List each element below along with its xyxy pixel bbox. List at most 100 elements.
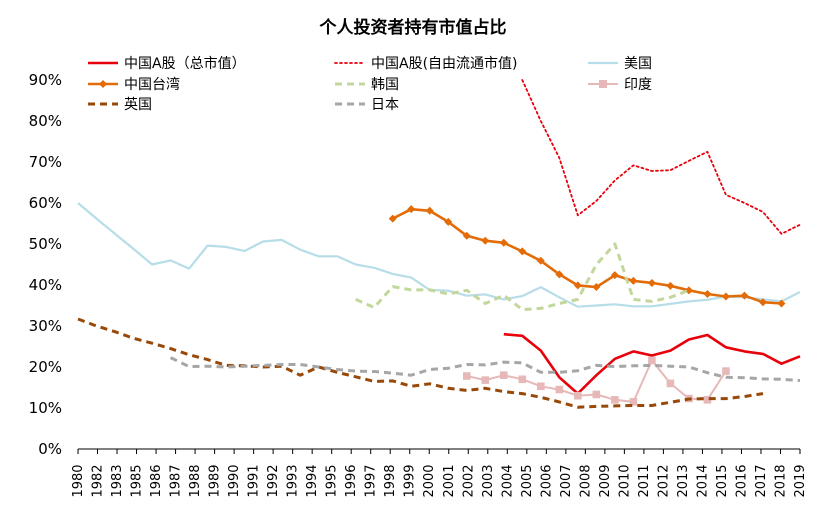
x-tick-label: 2017 xyxy=(754,464,769,497)
y-tick-label: 40% xyxy=(29,276,62,294)
series-line xyxy=(392,207,782,305)
x-tick-label: 2016 xyxy=(734,464,749,497)
series-4 xyxy=(355,242,690,312)
x-tick-label: 1983 xyxy=(110,464,125,497)
data-point xyxy=(722,367,730,375)
legend-label: 英国 xyxy=(124,96,152,113)
x-tick-label: 2004 xyxy=(500,464,515,497)
data-point xyxy=(666,379,675,388)
data-point xyxy=(462,372,471,380)
data-point xyxy=(499,238,508,247)
x-tick-label: 1997 xyxy=(364,464,379,497)
series-1 xyxy=(521,79,801,235)
data-point xyxy=(592,283,601,292)
x-tick-label: 2006 xyxy=(539,464,554,497)
series-line xyxy=(77,202,801,308)
data-point xyxy=(536,256,545,265)
series-line xyxy=(355,242,690,312)
data-point xyxy=(629,398,638,406)
data-point xyxy=(610,271,619,280)
legend-label: 韩国 xyxy=(371,77,399,93)
data-point xyxy=(481,236,490,245)
x-tick-label: 2002 xyxy=(461,464,476,497)
data-point xyxy=(592,390,601,399)
y-tick-label: 70% xyxy=(29,153,62,171)
legend-item: 中国A股（总市值） xyxy=(88,55,246,72)
data-point xyxy=(425,206,434,215)
x-tick-label: 1989 xyxy=(208,464,223,497)
y-tick-label: 90% xyxy=(29,71,62,89)
legend-item: 日本 xyxy=(335,97,399,113)
x-tick-label: 2000 xyxy=(422,464,437,497)
legend-item: 印度 xyxy=(588,77,652,93)
data-point xyxy=(647,278,656,287)
data-point xyxy=(629,276,638,285)
series-7 xyxy=(169,356,801,382)
legend-item: 韩国 xyxy=(335,77,399,93)
x-tick-label: 2012 xyxy=(656,464,671,497)
x-tick-label: 2009 xyxy=(598,464,613,497)
series-6 xyxy=(77,317,764,409)
data-point xyxy=(721,292,730,301)
data-point xyxy=(537,382,545,391)
legend-item: 美国 xyxy=(588,56,652,72)
legend-label: 美国 xyxy=(624,56,652,72)
x-tick-label: 2018 xyxy=(773,464,788,497)
x-tick-label: 2015 xyxy=(715,464,730,497)
y-tick-label: 0% xyxy=(38,440,62,458)
data-point xyxy=(573,281,582,290)
data-point xyxy=(407,205,416,214)
legend-marker xyxy=(599,80,607,88)
x-tick-label: 1988 xyxy=(188,464,203,497)
legend-item: 中国A股(自由流通市值) xyxy=(334,55,518,72)
legend-label: 印度 xyxy=(624,77,652,93)
chart-title: 个人投资者持有市值占比 xyxy=(319,17,507,38)
data-point xyxy=(777,299,786,308)
data-point xyxy=(758,298,767,307)
series-0 xyxy=(503,332,801,395)
data-point xyxy=(611,396,619,404)
y-tick-label: 80% xyxy=(29,112,62,130)
data-point xyxy=(518,247,527,256)
data-point xyxy=(648,356,656,365)
series-line xyxy=(503,332,801,395)
x-tick-label: 1991 xyxy=(247,464,262,497)
x-tick-label: 2013 xyxy=(676,464,691,497)
x-tick-label: 2003 xyxy=(481,464,496,497)
data-point xyxy=(555,385,564,394)
series-2 xyxy=(77,202,801,308)
x-tick-label: 1990 xyxy=(227,464,242,497)
y-tick-label: 30% xyxy=(29,317,62,335)
x-tick-label: 1987 xyxy=(169,464,184,497)
x-tick-label: 2007 xyxy=(559,464,574,497)
legend-label: 日本 xyxy=(371,97,399,113)
data-point xyxy=(499,371,508,379)
data-point xyxy=(703,290,712,299)
data-point xyxy=(444,217,453,226)
x-tick-label: 1995 xyxy=(325,464,340,497)
x-tick-label: 2011 xyxy=(637,464,652,497)
x-tick-label: 1982 xyxy=(91,464,106,497)
axes: 0% 10% 20% 30% 40% 50% 60% 70% 80% 90% 1980 1982 198… xyxy=(29,71,808,498)
series-3 xyxy=(388,205,786,308)
legend-marker xyxy=(99,80,107,88)
x-tick-label: 1998 xyxy=(383,464,398,497)
legend-item: 英国 xyxy=(88,96,152,113)
legend-item: 中国台湾 xyxy=(88,76,180,93)
x-tick-label: 2001 xyxy=(442,464,457,497)
data-point xyxy=(388,214,397,223)
data-point xyxy=(462,231,471,240)
series-5 xyxy=(462,356,730,406)
y-tick-label: 60% xyxy=(29,194,62,212)
x-tick-label: 2019 xyxy=(793,464,808,497)
x-tick-label: 1985 xyxy=(130,464,145,497)
x-tick-label: 2008 xyxy=(578,464,593,497)
y-tick-label: 20% xyxy=(29,358,62,376)
x-tick-label: 1992 xyxy=(266,464,281,497)
y-tick-label: 10% xyxy=(29,399,62,417)
x-tick-label: 1986 xyxy=(149,464,164,497)
x-tick-label: 2014 xyxy=(695,464,710,497)
x-tick-label: 2010 xyxy=(617,464,632,497)
